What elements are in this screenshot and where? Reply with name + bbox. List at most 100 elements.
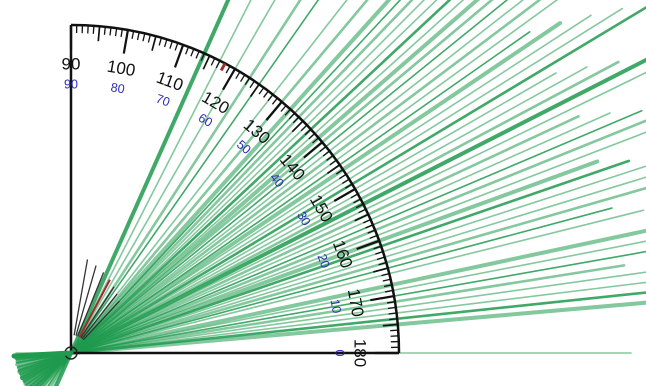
ray-line <box>15 264 626 363</box>
needle-line <box>75 265 97 336</box>
scale-tick <box>109 27 112 36</box>
scale-tick <box>353 198 361 204</box>
inner-degree-label: 60 <box>196 111 215 130</box>
scale-tick <box>291 120 304 133</box>
ray-line <box>46 0 320 386</box>
ray-line <box>16 240 646 365</box>
scale-tick <box>367 229 376 234</box>
ray-line <box>25 0 542 386</box>
scale-tick <box>319 146 327 153</box>
scale-tick <box>263 90 269 98</box>
scale-tick <box>375 251 384 255</box>
scale-tick <box>174 42 179 51</box>
scale-tick <box>195 50 200 59</box>
ray-line <box>37 0 414 386</box>
protractor-ticks <box>69 25 399 355</box>
scale-tick <box>386 301 396 304</box>
scale-tick <box>280 105 287 112</box>
scale-tick <box>382 323 398 327</box>
highlight-tick <box>219 62 227 72</box>
scale-tick <box>355 203 364 209</box>
scale-tick <box>249 83 260 98</box>
ray-line <box>54 0 231 386</box>
scale-tick <box>370 294 395 302</box>
ray-line <box>19 115 580 378</box>
scale-tick <box>329 159 337 166</box>
scale-tick <box>136 32 140 41</box>
ray-line <box>33 0 452 386</box>
scale-tick <box>382 278 391 282</box>
scale-tick <box>326 155 334 161</box>
ray-line <box>38 0 392 386</box>
scale-tick <box>225 65 231 74</box>
scale-tick <box>373 245 382 250</box>
inner-degree-label: 10 <box>328 298 344 314</box>
scale-tick <box>365 224 374 229</box>
ray-fan <box>14 0 646 386</box>
pivot <box>11 346 78 360</box>
ray-line <box>29 0 494 386</box>
scale-tick <box>267 94 274 102</box>
scale-tick <box>312 137 319 144</box>
scale-tick <box>292 116 300 124</box>
needle-line <box>73 259 89 336</box>
ray-line <box>14 300 646 360</box>
pivot-stub <box>11 350 74 359</box>
scale-tick <box>381 273 390 277</box>
scale-tick <box>200 53 206 61</box>
ray-line <box>22 5 646 383</box>
inner-degree-label: 20 <box>315 252 333 270</box>
scale-tick <box>271 97 278 105</box>
ray-line <box>28 0 509 386</box>
scale-tick <box>284 108 291 116</box>
scale-tick <box>122 29 130 54</box>
scale-tick <box>185 46 190 55</box>
ray-line <box>22 72 557 382</box>
ray-line <box>19 112 611 377</box>
needle-line <box>77 272 105 337</box>
scale-tick <box>350 193 359 199</box>
scale-tick <box>378 261 387 266</box>
scale-tick <box>383 284 392 288</box>
scale-tick <box>240 74 246 82</box>
scale-tick <box>326 164 341 175</box>
scale-tick <box>335 169 344 175</box>
scale-tick <box>103 26 106 35</box>
scale-tick <box>388 312 397 315</box>
scale-tick <box>244 77 251 85</box>
scale-tick <box>249 80 255 89</box>
inner-degree-label: 90 <box>64 77 78 91</box>
scale-tick <box>376 256 385 261</box>
scale-tick <box>151 35 157 51</box>
scale-tick <box>202 55 211 70</box>
scale-tick <box>354 213 369 222</box>
scale-tick <box>92 25 95 34</box>
scale-tick <box>190 48 195 57</box>
ray-line <box>15 228 646 367</box>
outer-degree-label: 90 <box>62 54 81 73</box>
inner-degree-label: 80 <box>110 80 126 96</box>
ray-line <box>19 57 646 380</box>
ray-line <box>17 165 646 371</box>
inner-degree-label: 70 <box>154 92 172 110</box>
ray-line <box>15 271 646 362</box>
scale-tick <box>131 30 135 40</box>
ray-line <box>51 0 276 386</box>
scale-tick <box>342 178 350 184</box>
outer-degree-label: 100 <box>106 57 137 81</box>
scale-tick <box>389 318 398 321</box>
scale-tick <box>288 112 296 120</box>
scale-tick <box>142 33 146 42</box>
scale-tick <box>163 39 168 48</box>
needle-fan <box>73 259 120 341</box>
outer-degree-label: 160 <box>329 238 357 271</box>
scale-tick <box>308 133 316 140</box>
outer-degree-label: 180 <box>351 339 370 367</box>
scale-tick <box>363 218 371 224</box>
inner-degree-label: 40 <box>267 170 287 190</box>
scale-tick <box>258 87 265 95</box>
scale-tick <box>356 239 380 251</box>
scale-tick <box>210 57 216 66</box>
scale-tick <box>303 141 323 159</box>
